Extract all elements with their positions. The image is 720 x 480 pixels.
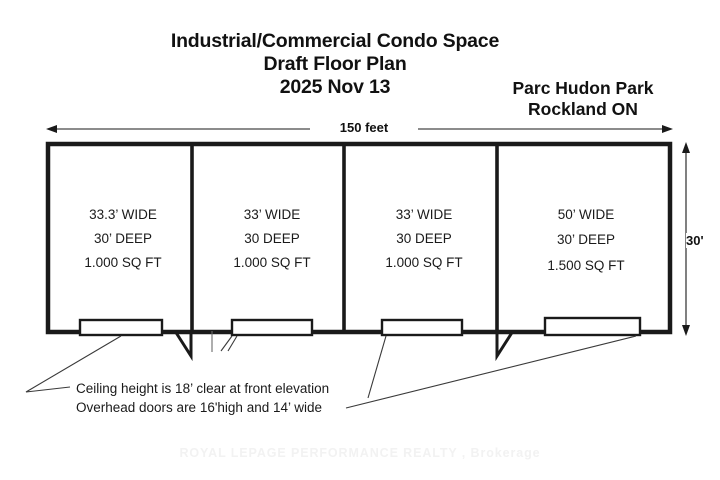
overhead-door-3 [380,318,464,337]
unit-label-2: 33’ WIDE 30 DEEP 1.000 SQ FT [200,207,344,279]
location-heading: Parc Hudon Park Rockland ON [478,78,688,120]
title-line-1: Industrial/Commercial Condo Space [170,30,500,52]
leader-line-door-2 [227,335,238,352]
unit-4-width: 50’ WIDE [557,207,615,222]
location-line-1: Parc Hudon Park [512,78,654,98]
building-outline [45,141,673,335]
page-title: Industrial/Commercial Condo Space Draft … [110,30,560,99]
unit-1-area: 1.000 SQ FT [84,255,162,270]
overhead-door-4 [543,316,642,337]
title-line-2: Draft Floor Plan [263,53,407,75]
note-leader-lines [25,335,637,409]
unit-2-width: 33’ WIDE [243,207,301,222]
unit-label-3: 33’ WIDE 30 DEEP 1.000 SQ FT [352,207,496,279]
door-swing-mark-1 [173,330,193,362]
unit-label-4: 50’ WIDE 30’ DEEP 1.500 SQ FT [503,207,669,282]
leader-line-door-3 [367,335,387,399]
title-line-3: 2025 Nov 13 [279,76,391,98]
note-ceiling-height: Ceiling height is 18’ clear at front ele… [76,381,330,396]
location-line-2: Rockland ON [528,99,638,119]
unit-4-area: 1.500 SQ FT [547,258,625,273]
leader-line-door-1 [25,335,122,393]
unit-3-width: 33’ WIDE [395,207,453,222]
unit-2-depth: 30 DEEP [244,231,300,246]
overhead-door-1 [78,318,164,337]
overall-width-label: 150 feet [310,120,418,135]
leader-line-door-4 [345,335,637,409]
unit-label-1: 33.3’ WIDE 30’ DEEP 1.000 SQ FT [56,207,190,279]
partition-walls [190,146,499,330]
unit-2-area: 1.000 SQ FT [233,255,311,270]
door-swing-marks [173,330,515,362]
unit-4-depth: 30’ DEEP [556,232,616,247]
overhead-doors [78,316,642,337]
note-overhead-doors: Overhead doors are 16'high and 14’ wide [76,400,322,415]
unit-3-depth: 30 DEEP [396,231,452,246]
door-swing-mark-2 [495,330,515,362]
overall-depth-label: 30' [686,233,704,248]
overhead-door-2 [230,318,314,337]
unit-3-area: 1.000 SQ FT [385,255,463,270]
plan-notes: Ceiling height is 18’ clear at front ele… [76,381,329,419]
unit-1-depth: 30’ DEEP [93,231,153,246]
leader-line-door-jamb [220,335,233,352]
unit-1-width: 33.3’ WIDE [89,207,157,222]
